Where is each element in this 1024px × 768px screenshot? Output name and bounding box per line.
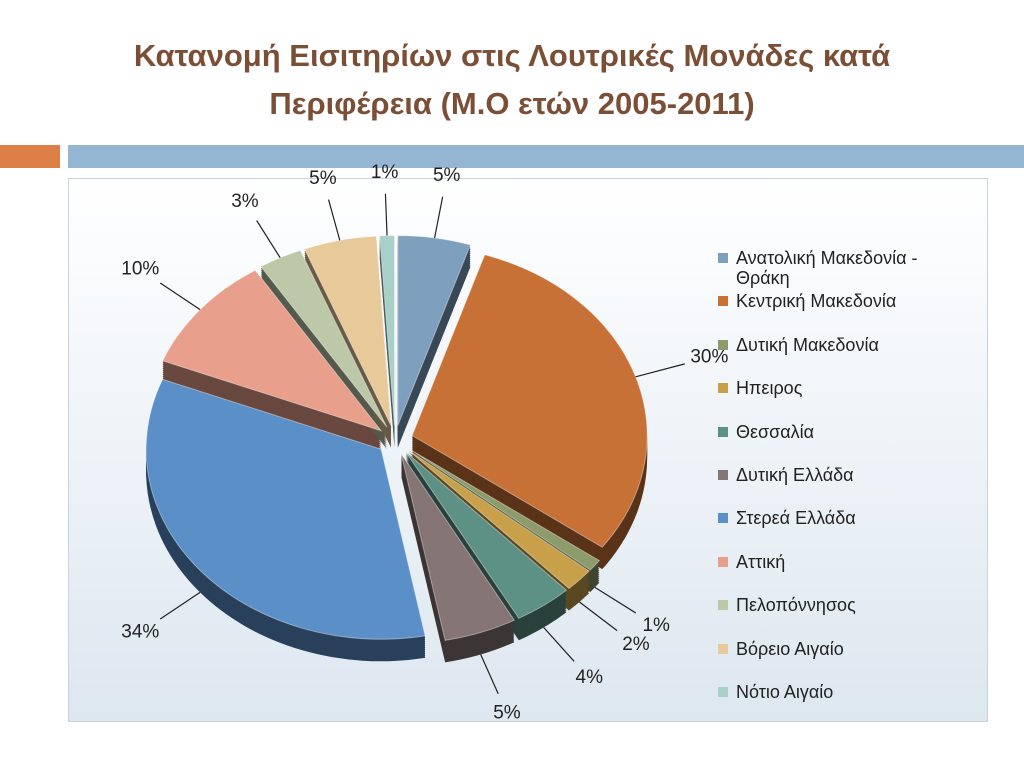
data-label: 34% <box>121 621 159 642</box>
legend-swatch <box>718 469 728 480</box>
pie-slice <box>411 254 648 548</box>
leader-line <box>635 363 685 378</box>
data-label: 1% <box>642 615 670 636</box>
pie-slice <box>303 235 392 427</box>
legend-item: Ανατολική Μακεδονία - Θράκη <box>718 244 968 288</box>
data-label: 30% <box>690 346 728 367</box>
legend-item: Αττική <box>718 548 968 591</box>
leader-line <box>594 586 637 614</box>
pie-slice <box>400 453 516 641</box>
legend-swatch <box>718 556 728 567</box>
data-label: 5% <box>309 168 337 189</box>
legend-swatch <box>718 253 728 263</box>
legend-label: Ηπειρος <box>736 378 803 399</box>
legend-item: Στερεά Ελλάδα <box>718 504 968 547</box>
accent-bar <box>0 145 60 168</box>
data-label: 3% <box>231 191 259 212</box>
legend-swatch <box>718 600 728 611</box>
data-label: 2% <box>622 634 650 655</box>
legend-label: Αττική <box>736 551 786 572</box>
leader-line <box>384 193 388 236</box>
header-bar <box>68 145 1024 168</box>
legend-label: Ανατολική Μακεδονία - Θράκη <box>736 248 918 288</box>
legend-swatch <box>718 383 728 394</box>
data-label: 1% <box>371 162 399 183</box>
chart-title: Κατανομή Εισιτηρίων στις Λουτρικές Μονάδ… <box>133 38 891 121</box>
data-label: 10% <box>121 259 159 280</box>
legend-swatch <box>718 686 728 697</box>
legend-label: Κεντρική Μακεδονία <box>736 291 897 312</box>
leader-line <box>480 654 499 695</box>
leader-line <box>433 196 444 239</box>
data-label: 5% <box>493 702 521 723</box>
legend-swatch <box>718 339 728 350</box>
pie-slice <box>145 378 426 640</box>
legend-item: Νότιο Αιγαίο <box>718 678 968 721</box>
legend-item: Δυτική Μακεδονία <box>718 331 968 374</box>
legend-item: Βόρειο Αιγαίο <box>718 635 968 678</box>
leader-line <box>579 601 618 632</box>
legend-swatch <box>718 513 728 524</box>
legend-swatch <box>718 296 728 307</box>
legend-label: Δυτική Ελλάδα <box>736 464 854 485</box>
pie-slice <box>379 234 395 426</box>
legend-label: Βόρειο Αιγαίο <box>736 638 844 659</box>
legend-swatch <box>718 426 728 437</box>
legend-label: Δυτική Μακεδονία <box>736 334 879 355</box>
leader-line <box>256 220 281 259</box>
legend-swatch <box>718 643 728 654</box>
legend-label: Νότιο Αιγαίο <box>736 681 834 702</box>
pie-slice <box>408 448 601 571</box>
legend-item: Δυτική Ελλάδα <box>718 461 968 504</box>
leader-line <box>159 591 201 620</box>
leader-line <box>159 282 201 311</box>
legend: Ανατολική Μακεδονία - Θράκη Κεντρική Μακε… <box>718 244 968 721</box>
legend-label: Θεσσαλία <box>736 421 815 442</box>
legend-label: Στερεά Ελλάδα <box>736 508 856 529</box>
legend-item: Ηπειρος <box>718 374 968 417</box>
pie-slice <box>407 449 590 590</box>
legend-item: Πελοπόννησος <box>718 591 968 634</box>
data-label: 4% <box>576 667 604 688</box>
legend-label: Πελοπόννησος <box>736 595 856 616</box>
legend-item: Κεντρική Μακεδονία <box>718 287 968 330</box>
pie-slice <box>405 451 568 619</box>
data-label: 5% <box>433 165 461 186</box>
leader-line <box>327 199 341 241</box>
legend-item: Θεσσαλία <box>718 418 968 461</box>
leader-line <box>543 627 575 662</box>
